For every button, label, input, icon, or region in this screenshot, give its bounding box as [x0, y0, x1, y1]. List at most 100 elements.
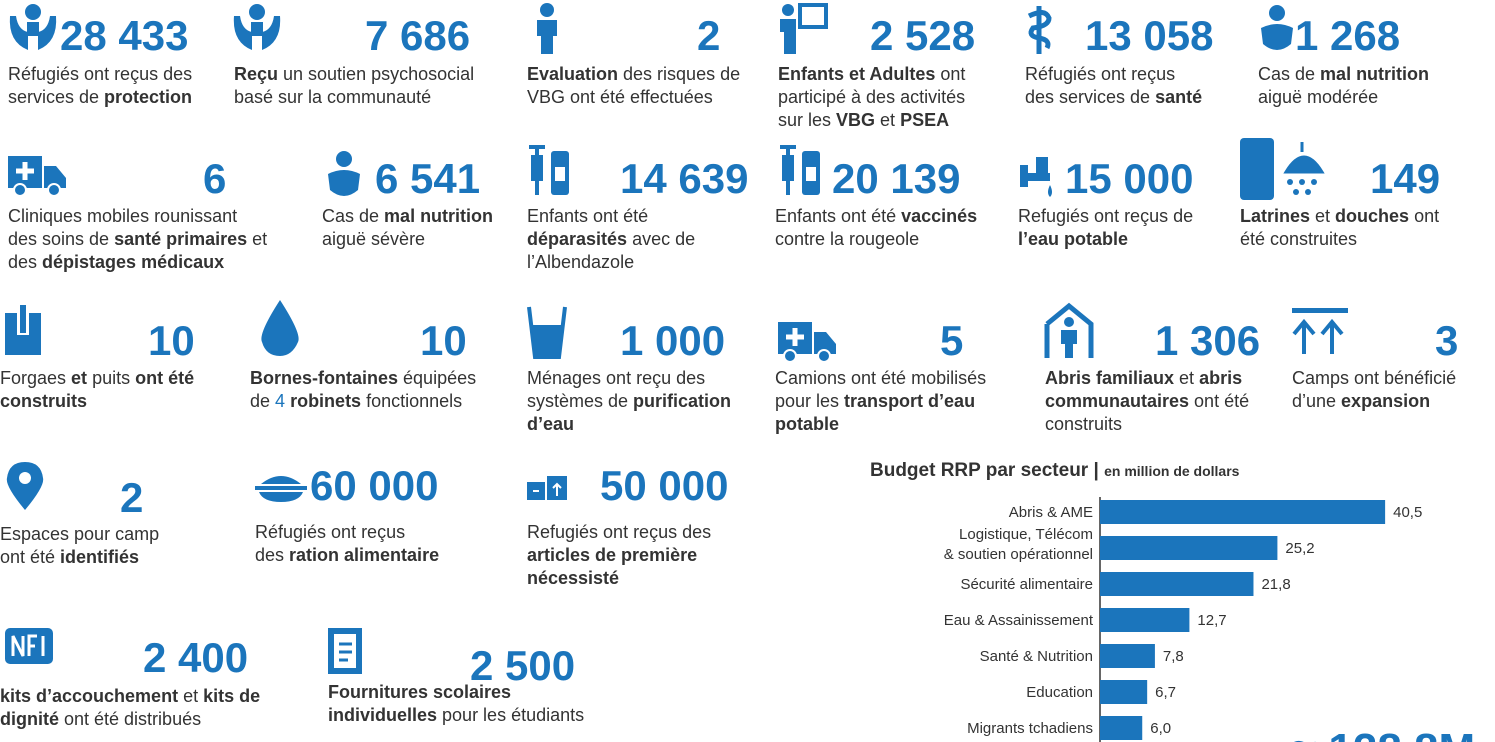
bar: [1100, 680, 1148, 704]
stat-description: Enfants ont été vaccinés: [775, 206, 977, 226]
description-segment: Enfants ont été: [775, 206, 901, 226]
description-segment: santé primaires: [114, 229, 247, 249]
stat-icon: [527, 306, 567, 359]
description-segment: et: [247, 229, 267, 249]
icon-part: [13, 183, 27, 197]
icon-part: [27, 22, 39, 36]
description-segment: Forgaes: [0, 368, 71, 388]
stat-icon: [1044, 302, 1094, 358]
stat-description: Enfants et Adultes ont: [778, 64, 965, 84]
description-segment: ont été distribués: [59, 709, 201, 729]
icon-part: [1292, 318, 1344, 354]
icon-part: [555, 167, 565, 181]
stat-number: 10: [420, 317, 467, 364]
chart-title-text: Budget RRP par secteur |: [870, 460, 1099, 481]
category-label: Logistique, Télécom & soutien opérationne…: [944, 526, 1093, 563]
description-segment: VBG: [836, 110, 875, 130]
icon-part: [16, 162, 34, 180]
category-line: Abris & AME: [1009, 504, 1093, 521]
icon-part: [259, 492, 303, 502]
value-label: 7,8: [1163, 648, 1184, 665]
description-segment: services de: [8, 87, 104, 107]
stat-description: articles de première: [527, 545, 697, 565]
description-segment: des soins de: [8, 229, 114, 249]
stat-number: 50 000: [600, 462, 728, 509]
icon-part: [25, 4, 41, 20]
category-label: Santé & Nutrition: [980, 648, 1093, 665]
stat-description: kits d’accouchement et kits de: [0, 686, 260, 706]
description-segment: Camps ont bénéficié: [1292, 368, 1456, 388]
stat-description: aiguë sévère: [322, 229, 425, 249]
stat-description: dignité ont été distribués: [0, 709, 201, 729]
icon-part: [1240, 138, 1274, 200]
icon-part: [786, 328, 804, 346]
stat-description: pour les transport d’eau: [775, 391, 975, 411]
stat-icon: [6, 462, 44, 510]
value-label: 25,2: [1285, 540, 1314, 557]
description-segment: contre la rougeole: [775, 229, 919, 249]
description-segment: puits: [87, 368, 135, 388]
stat-description: aiguë modérée: [1258, 87, 1378, 107]
icon-part: [1048, 185, 1052, 197]
description-segment: ont été: [135, 368, 194, 388]
description-segment: Cas de: [322, 206, 384, 226]
icon-part: [1064, 317, 1074, 327]
description-segment: l’Albendazole: [527, 252, 634, 272]
stat-icon: [255, 476, 307, 502]
icon-part: [1299, 179, 1305, 185]
stat-description: des dépistages médicaux: [8, 252, 224, 272]
stat-icon: [9, 4, 57, 50]
stat-icon: [537, 3, 557, 54]
description-segment: Cliniques mobiles rounissant: [8, 206, 237, 226]
description-segment: Enfants ont été: [527, 206, 648, 226]
stat-description: Refugiés ont reçus des: [527, 522, 711, 542]
description-segment: abris: [1199, 368, 1242, 388]
icon-part: [806, 167, 816, 181]
stat-description: l’eau potable: [1018, 229, 1128, 249]
stat-description: contre la rougeole: [775, 229, 919, 249]
icon-part: [1292, 308, 1348, 313]
description-segment: dépistages médicaux: [42, 252, 224, 272]
icon-part: [336, 151, 352, 167]
stat-description: Evaluation des risques de: [527, 64, 740, 84]
stat-number: 7 686: [365, 12, 470, 59]
description-segment: Fournitures scolaires: [328, 682, 511, 702]
description-segment: kits de: [203, 686, 260, 706]
icon-part: [9, 16, 57, 50]
description-segment: aiguë modérée: [1258, 87, 1378, 107]
stat-icon: [1292, 308, 1348, 354]
stat-icon: [1020, 157, 1052, 197]
stat-icon: [5, 628, 53, 664]
description-segment: construits: [0, 391, 87, 411]
description-segment: participé à des activités: [778, 87, 965, 107]
icon-part: [1287, 179, 1293, 185]
description-segment: de: [250, 391, 275, 411]
stat-description: potable: [775, 414, 839, 434]
description-segment: déparasités: [527, 229, 627, 249]
icon-part: [537, 20, 557, 54]
stat-icon: [780, 145, 820, 195]
stat-description: d’une expansion: [1292, 391, 1430, 411]
description-segment: articles de première: [527, 545, 697, 565]
stat-description: Camps ont bénéficié: [1292, 368, 1456, 388]
stat-icon: [261, 300, 299, 356]
description-segment: pour les: [775, 391, 844, 411]
stat-icon: [1027, 6, 1052, 54]
bar: [1100, 608, 1190, 632]
icon-part: [5, 313, 41, 355]
stat-description: communautaires ont été: [1045, 391, 1249, 411]
description-segment: dignité: [0, 709, 59, 729]
icon-part: [261, 476, 301, 484]
description-segment: Réfugiés ont reçus des: [8, 64, 192, 84]
description-segment: aiguë sévère: [322, 229, 425, 249]
stat-description: systèmes de purification: [527, 391, 731, 411]
description-segment: Réfugiés ont reçus: [255, 522, 405, 542]
bar: [1100, 716, 1143, 740]
description-segment: communautaires: [1045, 391, 1189, 411]
icon-part: [11, 634, 45, 657]
category-line: Logistique, Télécom: [959, 526, 1093, 543]
description-segment: Réfugiés ont reçus: [1025, 64, 1175, 84]
stat-description: services de protection: [8, 87, 192, 107]
icon-part: [798, 3, 828, 29]
